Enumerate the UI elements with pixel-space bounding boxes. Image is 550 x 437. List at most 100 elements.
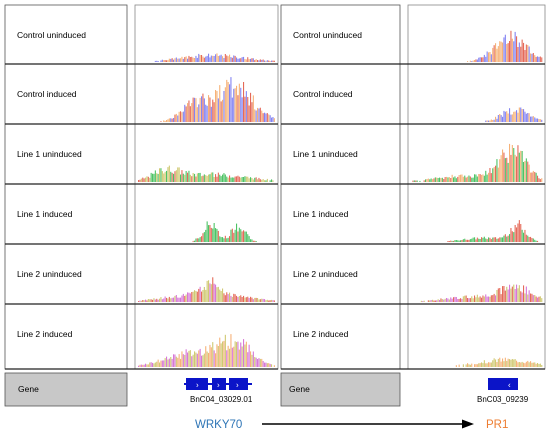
coverage-bar (537, 240, 539, 242)
coverage-bar (229, 236, 231, 242)
coverage-bar (198, 53, 200, 62)
coverage-bar (485, 120, 487, 122)
coverage-bar (467, 298, 469, 302)
coverage-bar (468, 175, 470, 182)
coverage-bar (433, 178, 435, 182)
coverage-bar (488, 237, 490, 242)
coverage-bar (188, 100, 190, 122)
coverage-bar (234, 341, 236, 367)
coverage-bar (254, 60, 256, 62)
coverage-bar (453, 177, 455, 182)
track-plot-column (407, 4, 546, 370)
coverage-bar (503, 286, 505, 302)
coverage-bar (205, 104, 207, 122)
coverage-bar (167, 60, 169, 62)
coverage-bar (237, 297, 239, 302)
coverage-bar (468, 298, 470, 302)
coverage-bar (212, 55, 214, 62)
coverage-bar (513, 41, 515, 62)
coverage-bar (511, 359, 513, 367)
coverage-bar (189, 174, 191, 182)
coverage-bar (233, 346, 235, 367)
coverage-bar (195, 291, 197, 302)
coverage-bar (202, 233, 204, 242)
coverage-bar (476, 59, 478, 62)
coverage-bar (255, 241, 257, 242)
coverage-bar (448, 241, 450, 242)
coverage-bar (203, 98, 205, 122)
coverage-bar (441, 299, 443, 302)
coverage-bar (168, 296, 170, 302)
coverage-bar (520, 362, 522, 367)
strand-chevron-icon: › (236, 381, 239, 390)
coverage-bar (450, 240, 452, 242)
coverage-bar (507, 358, 509, 367)
coverage-bar (220, 237, 222, 242)
coverage-bar (518, 152, 520, 182)
coverage-bar (528, 362, 530, 367)
coverage-bar (471, 363, 473, 367)
coverage-bar (532, 295, 534, 302)
coverage-bar (535, 172, 537, 182)
coverage-bar (412, 180, 414, 182)
coverage-bar (250, 177, 252, 182)
coverage-bar (535, 118, 537, 122)
coverage-bar (489, 168, 491, 182)
coverage-bar (492, 168, 494, 182)
track-label: Line 1 uninduced (293, 149, 358, 159)
coverage-bar (226, 350, 228, 367)
coverage-bar (537, 363, 539, 367)
coverage-bar (146, 300, 148, 302)
coverage-bar (496, 118, 498, 122)
coverage-bar (527, 45, 529, 62)
coverage-bar (510, 228, 512, 242)
coverage-bar (203, 287, 205, 302)
coverage-bar (157, 359, 159, 367)
coverage-bar (145, 299, 147, 302)
coverage-bar (222, 174, 224, 182)
gene-exon-left (229, 378, 248, 390)
coverage-bar (446, 298, 448, 302)
track-plot-column (134, 4, 279, 370)
coverage-bar (447, 241, 449, 242)
coverage-bar (265, 300, 267, 302)
coverage-bar (226, 292, 228, 302)
coverage-bar (502, 237, 504, 242)
coverage-bar (496, 159, 498, 182)
coverage-bar (257, 359, 259, 367)
coverage-bar (524, 161, 526, 182)
coverage-bar (488, 120, 490, 122)
coverage-bar (227, 237, 229, 242)
coverage-bar (455, 240, 457, 242)
coverage-bar (500, 155, 502, 182)
coverage-bar (140, 178, 142, 182)
coverage-bar (152, 299, 154, 302)
coverage-bar (194, 240, 196, 242)
coverage-bar (233, 232, 235, 242)
coverage-bar (268, 300, 270, 302)
coverage-bar (258, 358, 260, 367)
coverage-bar (247, 296, 249, 302)
coverage-bar (164, 358, 166, 367)
coverage-bar (181, 351, 183, 367)
arrow-head-icon (462, 419, 474, 429)
coverage-bar (461, 298, 463, 302)
coverage-bar (210, 227, 212, 242)
coverage-bar (248, 236, 250, 242)
coverage-bar (250, 296, 252, 302)
coverage-bar (181, 170, 183, 182)
coverage-bar (531, 116, 533, 122)
coverage-bar (427, 300, 429, 302)
coverage-bar (209, 225, 211, 242)
coverage-bar (261, 358, 263, 367)
coverage-bar (458, 364, 460, 367)
coverage-bar (175, 113, 177, 122)
coverage-bar (535, 56, 537, 62)
coverage-bar (506, 360, 508, 367)
coverage-bar (216, 344, 218, 367)
coverage-bar (518, 285, 520, 302)
coverage-bar (271, 179, 273, 182)
coverage-bar (448, 299, 450, 302)
coverage-bar (513, 284, 515, 302)
coverage-bar (171, 172, 173, 182)
